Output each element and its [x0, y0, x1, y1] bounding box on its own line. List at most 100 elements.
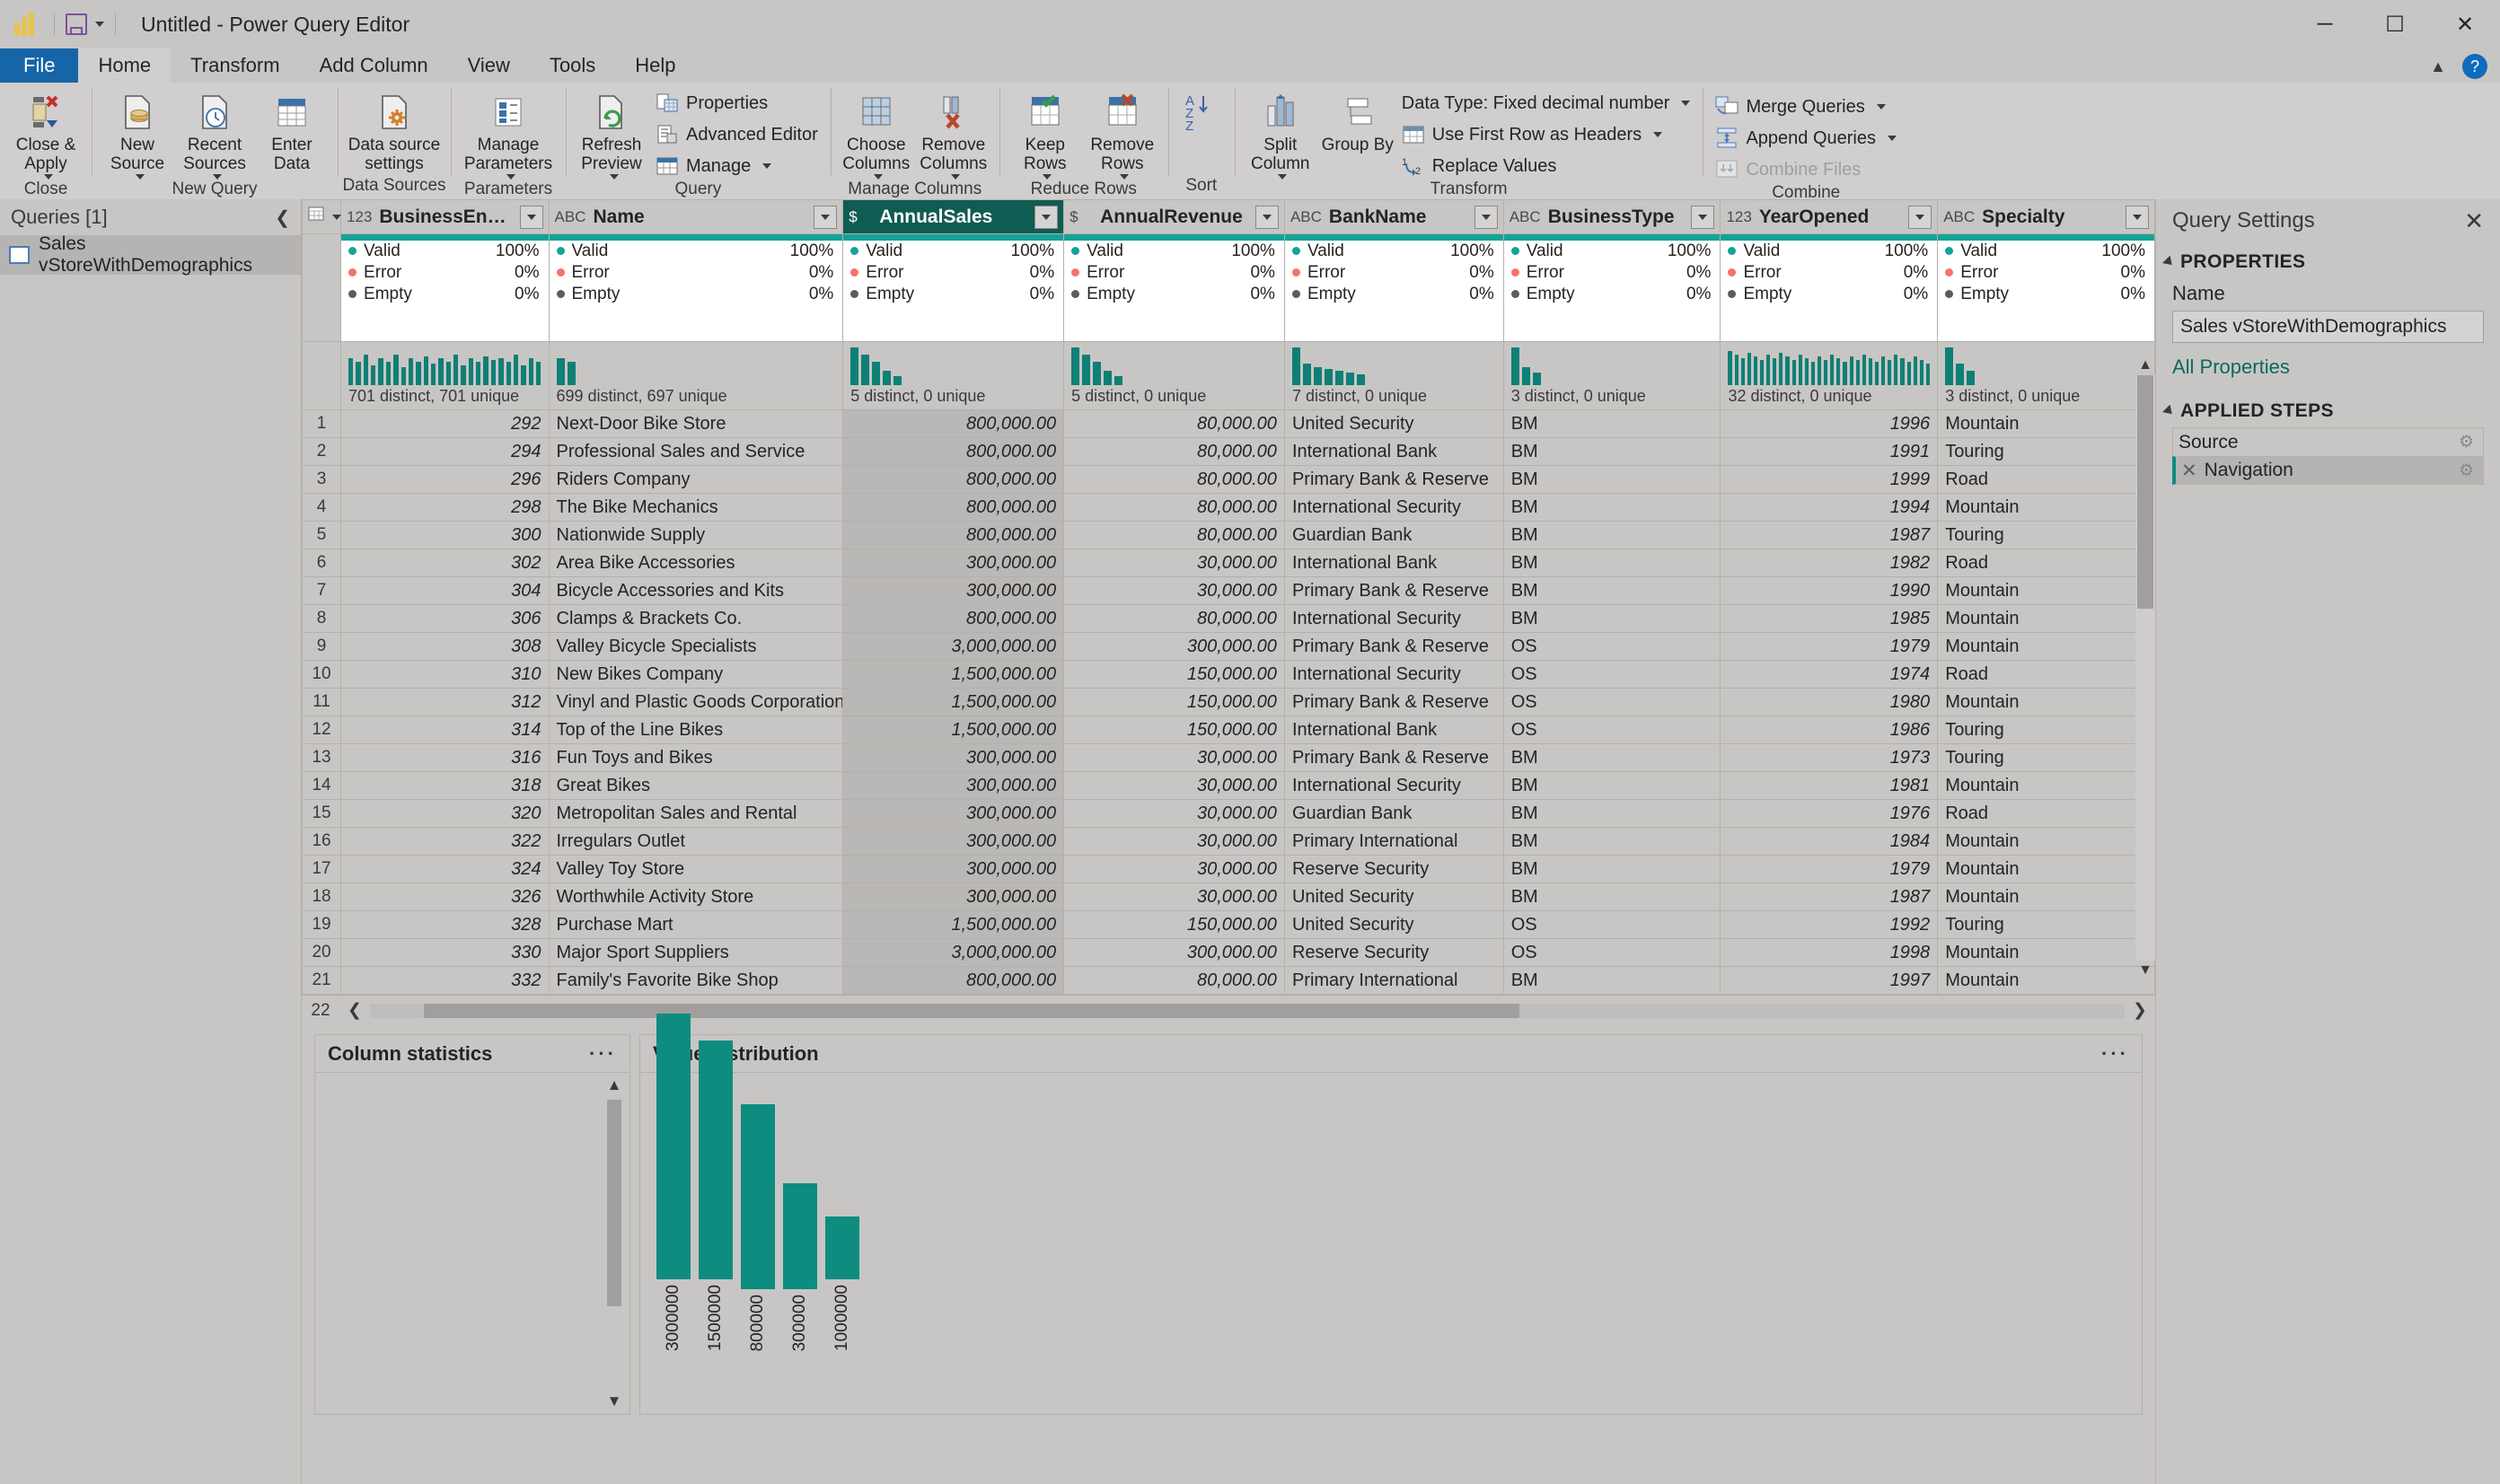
cell-annualsales[interactable]: 800,000.00: [842, 409, 1065, 438]
data-source-settings-button[interactable]: Data source settings: [345, 86, 444, 174]
cell-yearopened[interactable]: 1979: [1720, 632, 1939, 661]
cell-bankname[interactable]: Primary International: [1283, 966, 1504, 995]
cell-annualrevenue[interactable]: 30,000.00: [1063, 549, 1285, 577]
filter-button[interactable]: [1908, 205, 1932, 229]
column-distribution-businesstype[interactable]: 3 distinct, 0 unique: [1502, 341, 1721, 410]
table-row[interactable]: 14 318 Great Bikes 300,000.00 30,000.00 Inter…: [301, 771, 2155, 800]
column-header-specialty[interactable]: ABC Specialty: [1937, 199, 2155, 234]
cell-businesstype[interactable]: OS: [1502, 632, 1721, 661]
ellipsis-icon[interactable]: ···: [2101, 1041, 2129, 1065]
enter-data-button[interactable]: Enter Data: [253, 86, 330, 174]
hscroll-track[interactable]: [370, 1003, 2125, 1018]
cell-annualrevenue[interactable]: 80,000.00: [1063, 437, 1285, 466]
scroll-right-icon[interactable]: ❯: [2133, 1001, 2147, 1020]
cell-specialty[interactable]: Mountain: [1937, 882, 2155, 911]
gear-icon[interactable]: ⚙: [2458, 433, 2474, 452]
cell-businesstype[interactable]: BM: [1502, 882, 1721, 911]
cell-businesstype[interactable]: BM: [1502, 549, 1721, 577]
column-header-businessentityid[interactable]: 123 BusinessEntityID: [340, 199, 550, 234]
select-all-cell[interactable]: [301, 199, 342, 234]
data-type-button[interactable]: Data Type: Fixed decimal number: [1402, 90, 1691, 117]
cell-businesstype[interactable]: BM: [1502, 827, 1721, 856]
remove-rows-button[interactable]: Remove Rows: [1084, 86, 1161, 180]
table-row[interactable]: 17 324 Valley Toy Store 300,000.00 30,000.00…: [301, 855, 2155, 883]
cell-specialty[interactable]: Road: [1937, 799, 2155, 828]
minimize-button[interactable]: ─: [2317, 12, 2333, 36]
cell-bankname[interactable]: International Security: [1283, 771, 1504, 800]
chevron-down-icon[interactable]: [332, 214, 341, 220]
cell-bankname[interactable]: Reserve Security: [1283, 938, 1504, 967]
cell-specialty[interactable]: Road: [1937, 549, 2155, 577]
cell-annualsales[interactable]: 800,000.00: [842, 966, 1065, 995]
cell-businessentityid[interactable]: 304: [340, 576, 550, 605]
applied-step-navigation[interactable]: ✕ Navigation ⚙: [2172, 456, 2484, 485]
table-row[interactable]: 2 294 Professional Sales and Service 800,00…: [301, 437, 2155, 466]
applied-steps-section-header[interactable]: APPLIED STEPS: [2156, 391, 2500, 427]
table-row[interactable]: 21 332 Family's Favorite Bike Shop 800,000.…: [301, 966, 2155, 995]
cell-yearopened[interactable]: 1973: [1720, 743, 1939, 772]
cell-annualsales[interactable]: 1,500,000.00: [842, 910, 1065, 939]
scroll-down-icon[interactable]: ▼: [2138, 962, 2152, 978]
column-distribution-specialty[interactable]: 3 distinct, 0 unique: [1937, 341, 2155, 410]
cell-yearopened[interactable]: 1998: [1720, 938, 1939, 967]
filter-button[interactable]: [1691, 205, 1715, 229]
table-row[interactable]: 18 326 Worthwhile Activity Store 300,000.00…: [301, 882, 2155, 911]
cell-businessentityid[interactable]: 328: [340, 910, 550, 939]
cell-annualrevenue[interactable]: 30,000.00: [1063, 855, 1285, 883]
column-distribution-annualrevenue[interactable]: 5 distinct, 0 unique: [1063, 341, 1285, 410]
table-row[interactable]: 7 304 Bicycle Accessories and Kits 300,000.…: [301, 576, 2155, 605]
applied-step-source[interactable]: Source ⚙: [2172, 427, 2484, 456]
tab-transform[interactable]: Transform: [190, 54, 280, 76]
cell-businessentityid[interactable]: 318: [340, 771, 550, 800]
cell-specialty[interactable]: Mountain: [1937, 632, 2155, 661]
chevron-down-icon[interactable]: [1278, 173, 1288, 180]
cell-annualrevenue[interactable]: 80,000.00: [1063, 604, 1285, 633]
cell-yearopened[interactable]: 1992: [1720, 910, 1939, 939]
chevron-down-icon[interactable]: [1876, 104, 1886, 110]
cell-businessentityid[interactable]: 312: [340, 688, 550, 716]
cell-annualsales[interactable]: 1,500,000.00: [842, 716, 1065, 744]
cell-businesstype[interactable]: OS: [1502, 938, 1721, 967]
cell-bankname[interactable]: Primary Bank & Reserve: [1283, 688, 1504, 716]
cell-annualsales[interactable]: 300,000.00: [842, 771, 1065, 800]
cell-annualsales[interactable]: 300,000.00: [842, 549, 1065, 577]
properties-section-header[interactable]: PROPERTIES: [2156, 242, 2500, 278]
cell-specialty[interactable]: Mountain: [1937, 688, 2155, 716]
cell-bankname[interactable]: Primary Bank & Reserve: [1283, 465, 1504, 494]
cell-yearopened[interactable]: 1981: [1720, 771, 1939, 800]
cell-businessentityid[interactable]: 302: [340, 549, 550, 577]
cell-businessentityid[interactable]: 314: [340, 716, 550, 744]
cell-specialty[interactable]: Mountain: [1937, 827, 2155, 856]
keep-rows-button[interactable]: Keep Rows: [1007, 86, 1084, 180]
chevron-down-icon[interactable]: [609, 173, 619, 180]
cell-bankname[interactable]: Primary International: [1283, 827, 1504, 856]
scroll-thumb[interactable]: [2137, 375, 2153, 609]
scroll-up-icon[interactable]: ▲: [606, 1076, 622, 1093]
cell-businessentityid[interactable]: 296: [340, 465, 550, 494]
chevron-up-icon[interactable]: ▲: [2430, 57, 2446, 75]
tab-view[interactable]: View: [467, 54, 510, 76]
cell-name[interactable]: Great Bikes: [548, 771, 844, 800]
scroll-left-icon[interactable]: ❮: [348, 1001, 362, 1020]
cell-annualrevenue[interactable]: 80,000.00: [1063, 966, 1285, 995]
cell-bankname[interactable]: Primary Bank & Reserve: [1283, 576, 1504, 605]
cell-annualsales[interactable]: 800,000.00: [842, 465, 1065, 494]
cell-yearopened[interactable]: 1997: [1720, 966, 1939, 995]
cell-name[interactable]: Worthwhile Activity Store: [548, 882, 844, 911]
cell-annualsales[interactable]: 300,000.00: [842, 855, 1065, 883]
cell-name[interactable]: Area Bike Accessories: [548, 549, 844, 577]
chevron-down-icon[interactable]: [1043, 173, 1052, 180]
scroll-down-icon[interactable]: ▼: [606, 1392, 622, 1409]
maximize-button[interactable]: ☐: [2385, 12, 2405, 37]
chevron-down-icon[interactable]: [1120, 173, 1130, 180]
cell-businesstype[interactable]: BM: [1502, 966, 1721, 995]
cell-businessentityid[interactable]: 324: [340, 855, 550, 883]
advanced-editor-button[interactable]: Advanced Editor: [656, 121, 818, 148]
cell-businessentityid[interactable]: 330: [340, 938, 550, 967]
cell-annualrevenue[interactable]: 30,000.00: [1063, 827, 1285, 856]
column-distribution-yearopened[interactable]: 32 distinct, 0 unique: [1720, 341, 1939, 410]
table-row[interactable]: 20 330 Major Sport Suppliers 3,000,000.00 30…: [301, 938, 2155, 967]
cell-name[interactable]: Next-Door Bike Store: [548, 409, 844, 438]
column-distribution-annualsales[interactable]: 5 distinct, 0 unique: [842, 341, 1065, 410]
